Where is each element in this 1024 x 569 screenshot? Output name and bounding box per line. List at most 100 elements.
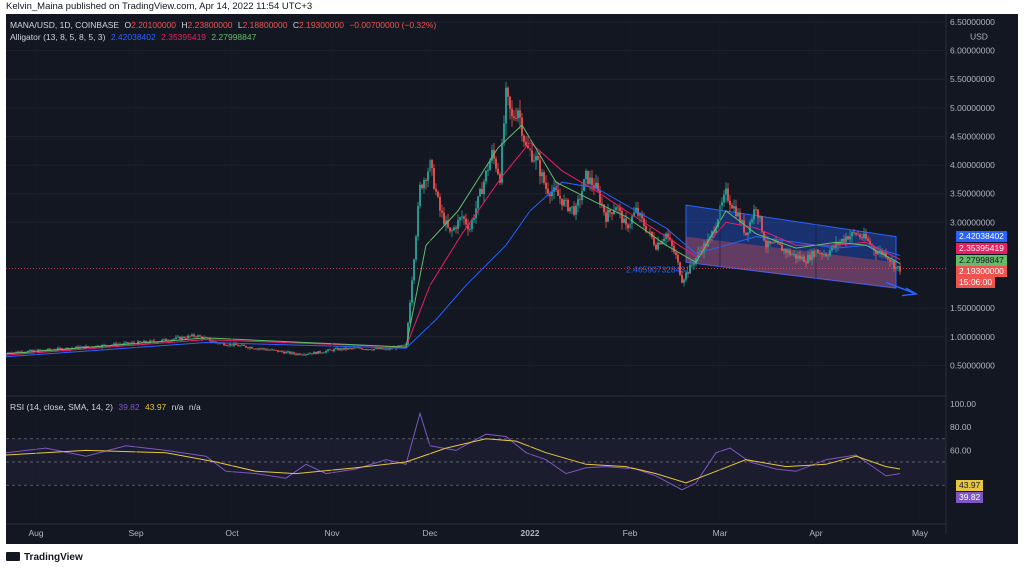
candle-body [343, 347, 345, 350]
candle-body [695, 257, 697, 264]
candle-body [225, 345, 227, 346]
candle-body [575, 205, 577, 215]
candle-body [733, 206, 735, 209]
candle-body [59, 347, 61, 349]
candle-body [143, 340, 145, 343]
candle-body [851, 232, 853, 237]
candle-body [593, 185, 595, 189]
candle-body [81, 346, 83, 348]
alligator-label[interactable]: Alligator (13, 8, 5, 8, 5, 3) [10, 32, 106, 42]
candle-body [715, 227, 717, 233]
tradingview-logo[interactable]: TradingView [6, 552, 83, 563]
candle-body [813, 250, 815, 257]
candle-body [825, 253, 827, 257]
candle-body [439, 196, 441, 211]
candle-body [459, 217, 461, 221]
candle-body [891, 260, 893, 262]
candle-body [449, 227, 451, 232]
candle-body [421, 184, 423, 189]
candle-body [473, 218, 475, 221]
candle-body [603, 204, 605, 213]
candle-body [751, 219, 753, 223]
candle-body [319, 351, 321, 353]
candle-body [741, 220, 743, 223]
candle-body [685, 272, 687, 280]
candle-body [655, 244, 657, 250]
candle-body [837, 242, 839, 245]
candle-body [347, 347, 349, 350]
candle-body [37, 349, 39, 352]
close-value: 2.19300000 [299, 20, 344, 30]
candle-body [349, 347, 351, 349]
candle-body [619, 207, 621, 211]
candle-body [899, 266, 901, 272]
candle-body [721, 202, 723, 206]
candle-body [731, 205, 733, 209]
price-tick-label: 0.50000000 [950, 360, 995, 370]
candle-body [223, 342, 225, 346]
candle-body [423, 180, 425, 189]
candle-body [455, 227, 457, 229]
chart-area[interactable]: 6.50000000 6.00000000 5.50000000 5.00000000… [5, 14, 1018, 544]
alligator-teeth-line [5, 141, 901, 356]
symbol-title[interactable]: MANA/USD, 1D, COINBASE [10, 20, 120, 30]
tradingview-brand: TradingView [24, 552, 83, 563]
candle-body [103, 344, 105, 346]
candle-body [253, 348, 255, 350]
candle-body [27, 350, 29, 353]
rsi-label[interactable]: RSI (14, close, SMA, 14, 2) [10, 402, 113, 412]
tradingview-logo-icon [6, 552, 20, 561]
candle-body [877, 251, 879, 255]
candle-body [267, 349, 269, 351]
candle-body [667, 233, 669, 238]
candle-body [389, 347, 391, 350]
candle-body [411, 280, 413, 303]
chart-svg[interactable]: 6.50000000 6.00000000 5.50000000 5.00000000… [5, 14, 1018, 544]
candle-body [797, 255, 799, 259]
candle-body [237, 345, 239, 347]
candle-body [573, 206, 575, 215]
candle-body [39, 349, 41, 351]
candle-body [865, 233, 867, 239]
candle-body [525, 141, 527, 146]
candle-body [407, 322, 409, 345]
candle-body [399, 345, 401, 347]
candle-body [289, 351, 291, 354]
candle-body [803, 256, 805, 263]
candle-body [479, 188, 481, 197]
candle-body [801, 256, 803, 259]
candle-body [403, 344, 405, 346]
candle-body [183, 336, 185, 339]
candle-body [145, 340, 147, 343]
candle-body [781, 245, 783, 252]
candle-body [463, 216, 465, 219]
price-tick-label: 1.50000000 [950, 303, 995, 313]
candle-body [351, 348, 353, 349]
candle-body [279, 350, 281, 352]
candle-body [273, 349, 275, 351]
time-tick-label: Nov [324, 528, 340, 538]
candle-body [277, 350, 279, 352]
candle-body [621, 210, 623, 224]
candle-body [139, 341, 141, 343]
candle-body [215, 341, 217, 343]
rsi-tick-label: 60.00 [950, 445, 972, 455]
candle-body [283, 351, 285, 354]
price-tick-label: 6.50000000 [950, 17, 995, 27]
candle-body [623, 218, 625, 224]
candle-body [569, 207, 571, 212]
rsi-legend: RSI (14, close, SMA, 14, 2) 39.82 43.97 … [10, 402, 204, 412]
candle-body [799, 255, 801, 259]
time-tick-label: Oct [225, 528, 239, 538]
candle-body [401, 344, 403, 346]
candle-body [521, 117, 523, 136]
high-value: 2.23800000 [187, 20, 233, 30]
candle-body [477, 196, 479, 209]
alligator-teeth-value: 2.35395419 [161, 32, 207, 42]
candle-body [29, 349, 31, 351]
alligator-jaw-line [5, 181, 901, 358]
publisher-line: Kelvin_Maina published on TradingView.co… [0, 0, 1024, 14]
candle-body [675, 252, 677, 255]
candle-body [465, 218, 467, 225]
candle-body [787, 250, 789, 253]
